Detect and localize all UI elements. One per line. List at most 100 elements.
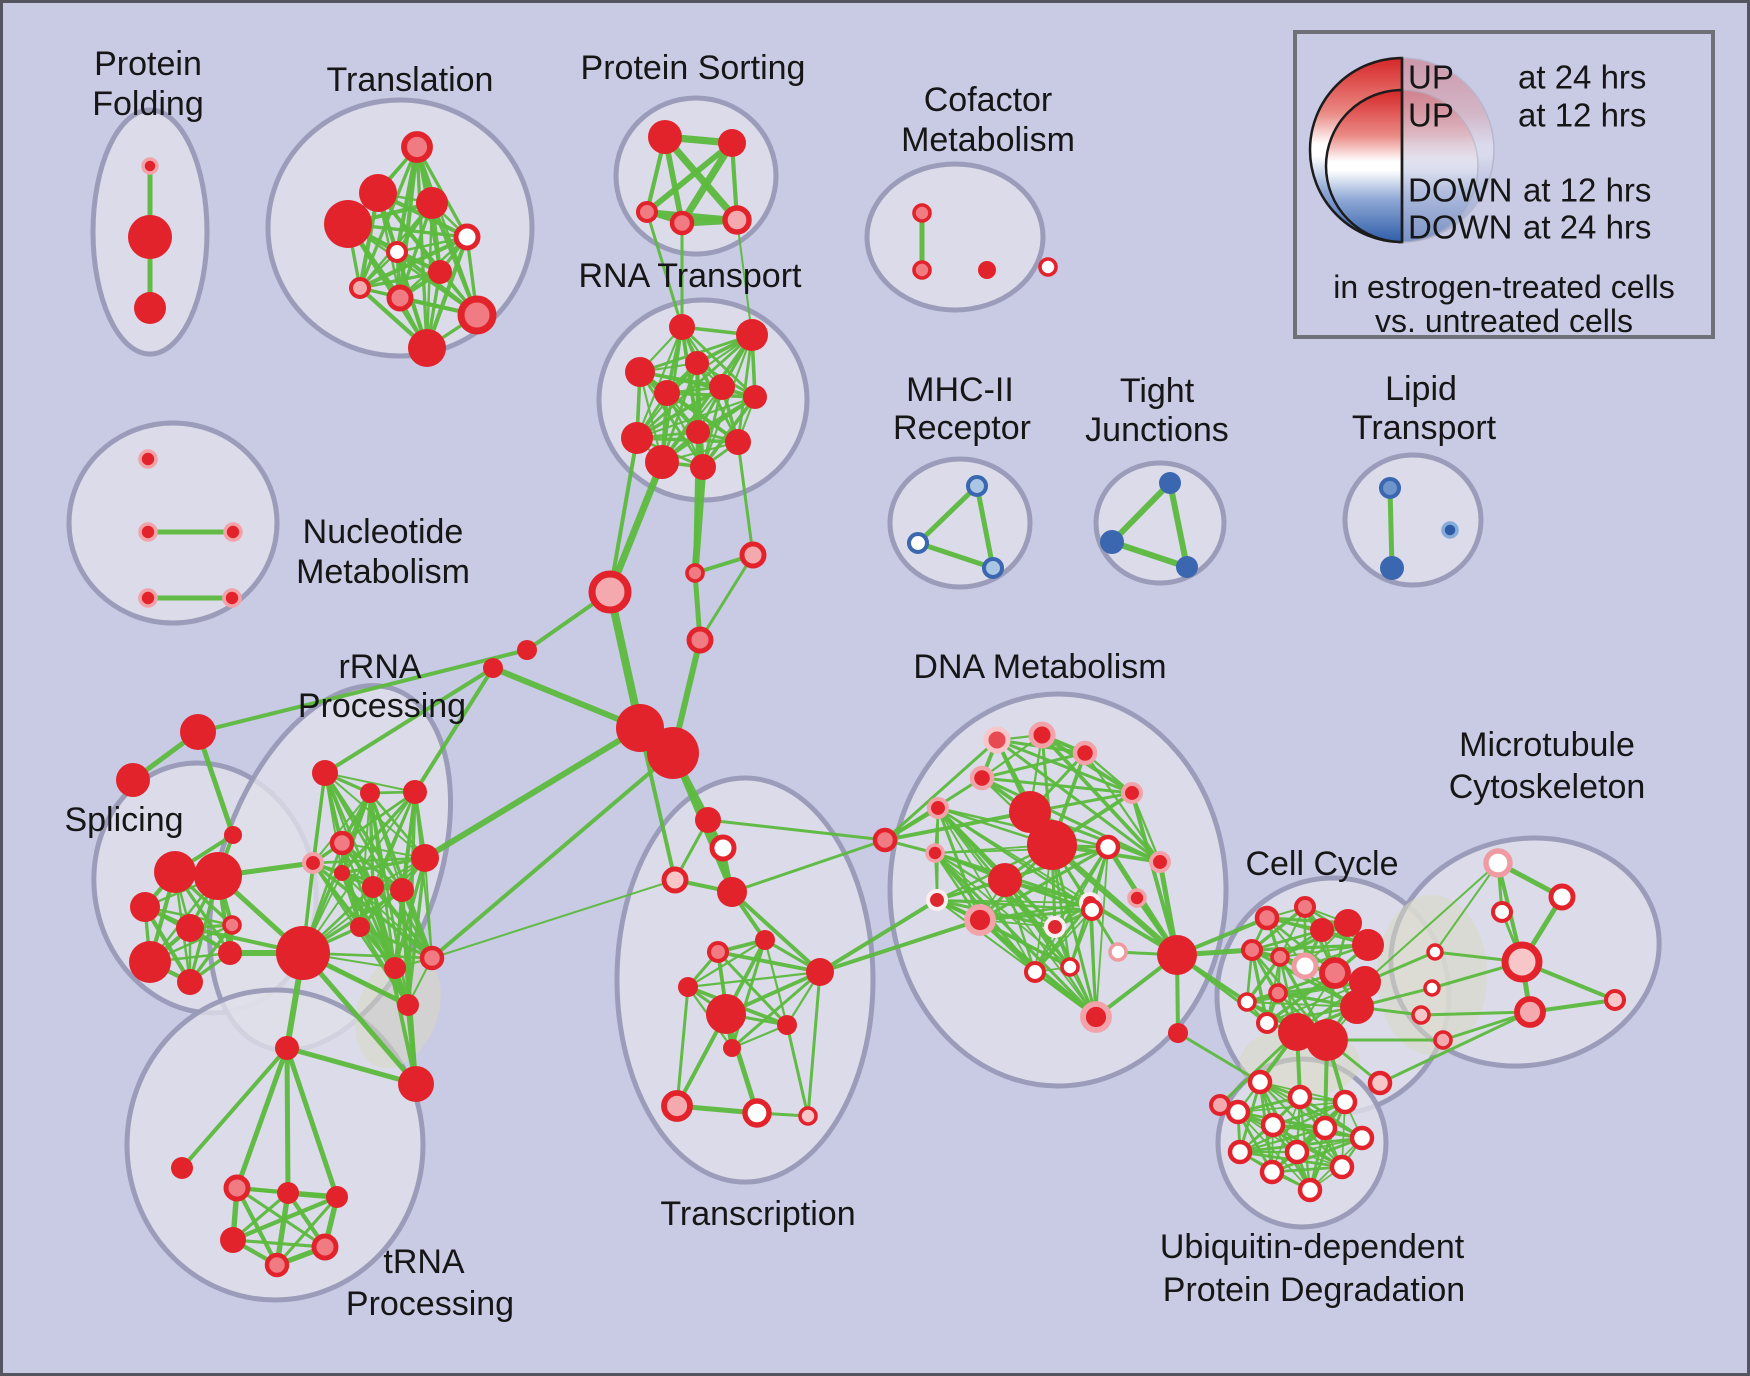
edge (730, 838, 887, 894)
node (685, 563, 705, 583)
edge (736, 333, 754, 444)
node (1254, 905, 1280, 931)
edge (1083, 751, 1162, 864)
node (1367, 1070, 1393, 1096)
node (1426, 943, 1444, 961)
edge (698, 553, 755, 642)
node (1490, 900, 1514, 924)
edge (716, 950, 822, 974)
node (129, 941, 171, 983)
edge (736, 219, 753, 336)
node (1247, 1069, 1273, 1095)
node (725, 429, 751, 455)
node (678, 977, 698, 997)
node (669, 314, 695, 340)
edge (818, 898, 939, 974)
node (1291, 952, 1319, 980)
node (645, 445, 679, 479)
node-layer (116, 120, 1627, 1278)
cluster-label: Transcription (660, 1195, 855, 1233)
node (739, 541, 767, 569)
edge (701, 395, 757, 469)
node (926, 796, 950, 820)
node (403, 780, 427, 804)
edge (230, 1194, 340, 1243)
edge (730, 970, 822, 1050)
edge (1049, 842, 1180, 958)
node (1284, 1139, 1310, 1165)
node (386, 284, 414, 312)
cluster-label: rRNA (338, 648, 421, 686)
edge (284, 1045, 291, 1196)
node (1378, 476, 1402, 500)
edge (915, 540, 996, 571)
node (1441, 521, 1459, 539)
edge (429, 200, 480, 318)
edge (661, 133, 741, 224)
node (1297, 1177, 1323, 1203)
node (1108, 942, 1128, 962)
edge (422, 725, 643, 861)
node (777, 1015, 797, 1035)
legend-up12-label: UP (1408, 97, 1454, 134)
node (685, 351, 709, 375)
node (348, 276, 372, 300)
edge (933, 851, 1098, 1019)
edge (1238, 1126, 1327, 1154)
node (1028, 721, 1056, 749)
node (223, 522, 243, 542)
node (1237, 992, 1257, 1012)
edge (978, 908, 1094, 922)
node (1038, 257, 1058, 277)
node (661, 1090, 693, 1122)
node (983, 726, 1011, 754)
node (224, 826, 242, 844)
edge (1266, 981, 1366, 1024)
edge (358, 145, 419, 290)
node (965, 474, 989, 498)
edge (340, 841, 362, 929)
legend-up24-label: UP (1408, 59, 1454, 96)
node (798, 1106, 818, 1126)
edge (680, 325, 757, 399)
node (988, 863, 1022, 897)
node (695, 807, 721, 833)
edge (935, 845, 1110, 902)
node (1268, 983, 1288, 1003)
cluster-label: Cell Cycle (1245, 845, 1398, 883)
edge (368, 791, 427, 860)
node (1023, 960, 1047, 984)
node (588, 570, 632, 614)
edge (806, 970, 822, 1118)
node (138, 449, 158, 469)
node (669, 210, 695, 236)
node (1120, 781, 1144, 805)
node (1340, 990, 1374, 1024)
node (1352, 929, 1384, 961)
edge (995, 738, 1134, 795)
edge (1270, 1136, 1364, 1174)
edge (231, 1238, 327, 1249)
node (1157, 935, 1197, 975)
edge (324, 772, 416, 793)
edge (883, 738, 999, 842)
edge (424, 857, 433, 959)
edge (644, 140, 735, 215)
node (1349, 1125, 1375, 1151)
node (134, 292, 166, 324)
node (1027, 820, 1077, 870)
node (621, 422, 653, 454)
cluster-ellipse-lipid-transport (1342, 452, 1484, 588)
node (723, 1039, 741, 1057)
node (154, 851, 196, 893)
cluster-label: Translation (327, 61, 494, 99)
cluster-label: Ubiquitin-dependent (1160, 1228, 1465, 1266)
node (1060, 957, 1080, 977)
cluster-label: Protein (94, 45, 202, 83)
node (360, 783, 380, 803)
node (690, 454, 716, 480)
node (428, 260, 452, 284)
